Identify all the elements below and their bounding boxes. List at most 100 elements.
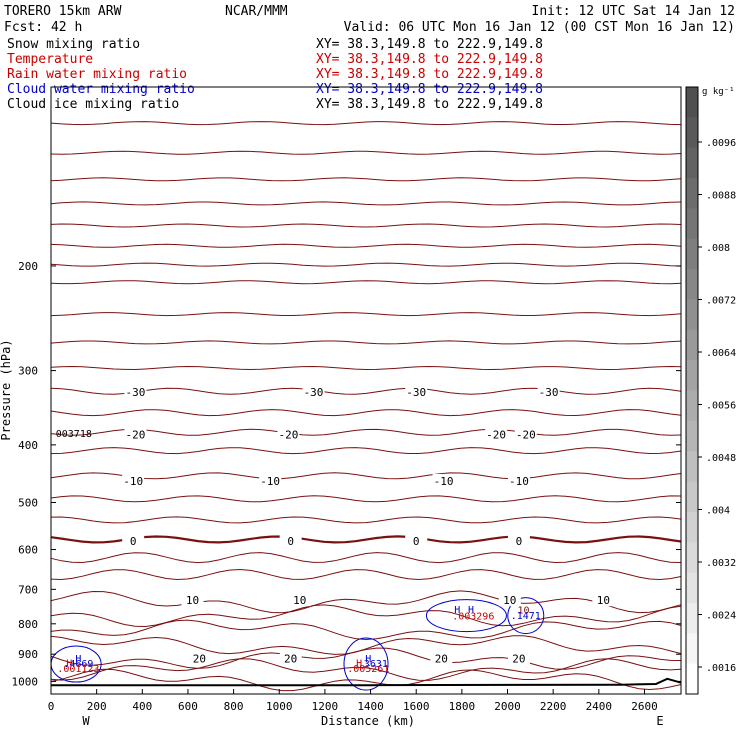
isotherm-label: 10 bbox=[293, 594, 306, 607]
isotherm-label-bg bbox=[507, 533, 530, 547]
isotherm-contour bbox=[50, 201, 682, 206]
isotherm-label-bg bbox=[288, 593, 311, 607]
isotherm-label: 0 bbox=[413, 535, 420, 548]
colorbar-segment bbox=[686, 299, 698, 331]
y-tick-label: 300 bbox=[18, 365, 38, 378]
extremum-label: H bbox=[454, 605, 460, 616]
isotherm-label: 20 bbox=[512, 652, 525, 665]
extremum-label: .3631 bbox=[358, 659, 388, 670]
extremum-label: H bbox=[66, 659, 72, 670]
colorbar-segment bbox=[686, 147, 698, 179]
colorbar-segment bbox=[686, 360, 698, 391]
isotherm-label: -10 bbox=[123, 475, 143, 488]
extremum-label: H bbox=[75, 654, 81, 665]
x-tick-label: 1400 bbox=[357, 700, 384, 713]
isotherm-label-bg bbox=[124, 385, 147, 399]
colorbar-segment bbox=[686, 481, 698, 513]
y-tick-label: 400 bbox=[18, 439, 38, 452]
isotherm-label: -30 bbox=[406, 386, 426, 399]
isotherm-contour bbox=[50, 619, 682, 641]
isotherm-contour bbox=[50, 365, 682, 371]
isotherm-label-bg bbox=[259, 473, 282, 487]
colorbar-tick-label: .004 bbox=[706, 506, 730, 517]
y-tick-label: 900 bbox=[18, 648, 38, 661]
isotherm-label: -30 bbox=[304, 386, 324, 399]
header: TORERO 15km ARW NCAR/MMM Init: 12 UTC Sa… bbox=[4, 4, 735, 35]
isotherm-label-bg bbox=[405, 533, 428, 547]
x-tick-label: 2000 bbox=[494, 700, 521, 713]
x-tick-label: 1800 bbox=[449, 700, 476, 713]
y-tick-label: 700 bbox=[18, 583, 38, 596]
field-xy: XY= 38.3,149.8 to 222.9,149.8 bbox=[316, 37, 543, 52]
isotherm-label-bg bbox=[507, 473, 530, 487]
fcst-label: Fcst: 42 h bbox=[4, 20, 82, 35]
isotherm-label: 20 bbox=[284, 652, 297, 665]
isotherm-label-bg bbox=[485, 427, 508, 441]
isotherm-contour bbox=[50, 668, 682, 692]
isotherm-label: 20 bbox=[193, 652, 206, 665]
field-xy: XY= 38.3,149.8 to 222.9,149.8 bbox=[316, 97, 543, 112]
isotherm-label: -10 bbox=[434, 475, 454, 488]
colorbar-segment bbox=[686, 420, 698, 452]
isotherm-label-bg bbox=[181, 593, 204, 607]
colorbar-segment bbox=[686, 87, 698, 118]
x-tick-label: 800 bbox=[224, 700, 244, 713]
y-tick-label: 800 bbox=[18, 618, 38, 631]
isotherm-label-bg bbox=[302, 385, 325, 399]
colorbar-tick-label: .0016 bbox=[706, 663, 736, 674]
extremum-label: 10 bbox=[517, 605, 529, 616]
field-label: Rain water mixing ratio bbox=[7, 67, 187, 82]
x-tick-label: 1000 bbox=[266, 700, 293, 713]
isotherm-label-bg bbox=[592, 593, 615, 607]
field-xy: XY= 38.3,149.8 to 222.9,149.8 bbox=[316, 82, 543, 97]
y-tick-label: 200 bbox=[18, 260, 38, 273]
x-tick-label: 200 bbox=[87, 700, 107, 713]
isotherm-contour bbox=[50, 387, 682, 395]
colorbar-segment bbox=[686, 329, 698, 361]
x-tick-label: 1600 bbox=[403, 700, 430, 713]
isotherm-label: 10 bbox=[597, 594, 610, 607]
cloud-water-contour bbox=[425, 599, 507, 633]
isotherm-contour bbox=[50, 312, 682, 317]
extremum-label: 003718 bbox=[56, 429, 92, 440]
isotherm-contour bbox=[50, 590, 682, 614]
x-tick-label: 400 bbox=[132, 700, 152, 713]
isotherm-label: -30 bbox=[539, 386, 559, 399]
colorbar-segment bbox=[686, 269, 698, 300]
model-label: TORERO 15km ARW bbox=[4, 4, 122, 19]
isotherm-contour bbox=[50, 262, 682, 267]
x-tick-label: 600 bbox=[178, 700, 198, 713]
isotherm-label: -20 bbox=[126, 428, 146, 441]
isotherm-label: 0 bbox=[516, 535, 523, 548]
isotherm-contour bbox=[50, 516, 682, 524]
field-label: Cloud water mixing ratio bbox=[7, 82, 195, 97]
colorbar-frame bbox=[685, 86, 699, 695]
isotherm-label-bg bbox=[432, 473, 455, 487]
isotherm-label: 0 bbox=[130, 535, 137, 548]
y-tick-label: 1000 bbox=[12, 675, 39, 688]
x-tick-label: 2600 bbox=[631, 700, 658, 713]
isotherm-label-bg bbox=[279, 533, 302, 547]
isotherm-label: 20 bbox=[435, 652, 448, 665]
isotherm-contour bbox=[50, 340, 682, 345]
isotherm-label: -10 bbox=[260, 475, 280, 488]
cloud-water-contour bbox=[343, 637, 389, 691]
colorbar-segment bbox=[686, 178, 698, 209]
isotherm-label: -20 bbox=[278, 428, 298, 441]
isotherm-contour bbox=[50, 447, 682, 455]
isotherm-label: -20 bbox=[486, 428, 506, 441]
extremum-label: H bbox=[356, 659, 362, 670]
colorbar-segment bbox=[686, 602, 698, 634]
x-axis-label: Distance (km) bbox=[321, 714, 415, 728]
field-xy: XY= 38.3,149.8 to 222.9,149.8 bbox=[316, 67, 543, 82]
isotherm-label-bg bbox=[188, 651, 211, 665]
x-tick-label: 2200 bbox=[540, 700, 567, 713]
isotherm-contour bbox=[50, 150, 682, 155]
colorbar: .0096 .0088 .008 .0072 .0064 .0056 .0048 .004 .0… bbox=[685, 86, 736, 695]
extremum-label: .003296 bbox=[452, 612, 494, 623]
isotherm-contour bbox=[50, 635, 682, 655]
y-tick-label: 500 bbox=[18, 496, 38, 509]
plot-frame bbox=[50, 86, 682, 695]
field-legend: Snow mixing ratio XY= 38.3,149.8 to 222.9… bbox=[7, 37, 543, 112]
